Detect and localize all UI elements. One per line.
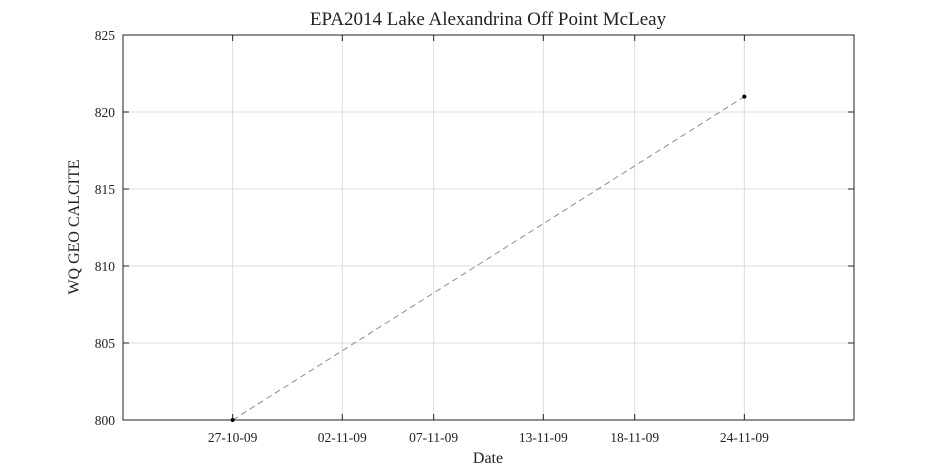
gridlines xyxy=(123,34,854,421)
data-point xyxy=(230,418,235,422)
data-point xyxy=(742,94,747,99)
y-axis-label: WQ GEO CALCITE xyxy=(66,159,83,294)
y-tick-label: 805 xyxy=(95,336,116,351)
series-line xyxy=(232,96,745,421)
x-tick-label: 13-11-09 xyxy=(519,430,568,445)
x-tick-label: 27-10-09 xyxy=(208,430,258,445)
axes: 800 805 810 815 820 825 27-10-09 02-11-09 07-11-… xyxy=(95,28,855,445)
x-tick-label: 02-11-09 xyxy=(318,430,367,445)
y-tick-label: 815 xyxy=(95,182,116,197)
x-tick-label: 24-11-09 xyxy=(720,430,769,445)
y-tick-label: 825 xyxy=(95,28,116,43)
y-tick-label: 800 xyxy=(95,413,116,428)
y-tick-label: 820 xyxy=(95,105,116,120)
x-tick-label: 18-11-09 xyxy=(610,430,659,445)
plot-frame xyxy=(122,34,855,421)
chart-title: EPA2014 Lake Alexandrina Off Point McLea… xyxy=(310,9,667,30)
series xyxy=(230,94,747,422)
x-tick-label: 07-11-09 xyxy=(409,430,458,445)
x-axis-label: Date xyxy=(473,450,503,467)
y-tick-label: 810 xyxy=(95,259,116,274)
